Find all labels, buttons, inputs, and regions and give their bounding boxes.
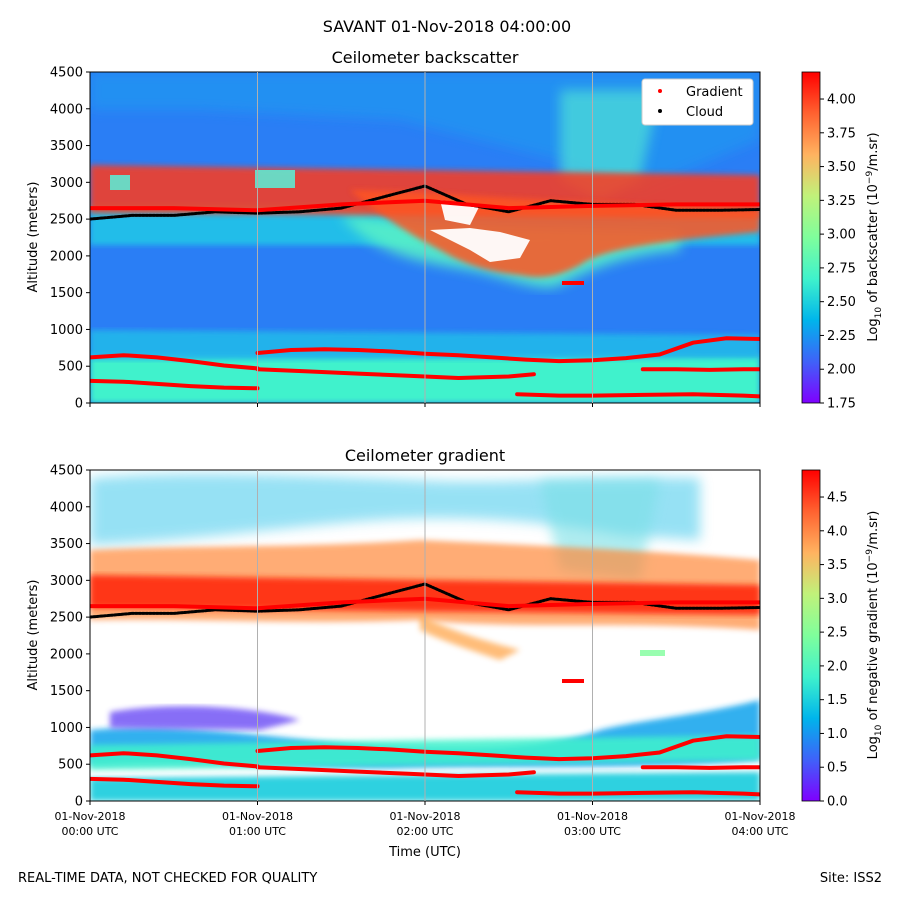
layer-line-gradient-450-m-right-layer xyxy=(640,765,760,770)
y-tick-label: 2000 xyxy=(50,647,83,662)
y-tick-label: 3000 xyxy=(50,574,83,589)
colorbar-tick-label: 1.0 xyxy=(827,727,848,742)
x-tick-date: 01-Nov-2018 xyxy=(724,810,795,823)
colorbar-tick-label: 1.5 xyxy=(827,693,848,708)
layer-line-gradient-700-m-layer xyxy=(255,336,760,364)
backscatter-colorbar: 1.75 2.00 2.25 2.50 2.75 3.00 3.25 3.50 3.75 4.00… xyxy=(801,71,884,412)
backscatter-colorbar-ticks: 1.75 2.00 2.25 2.50 2.75 3.00 3.25 3.50 3.75 4.00 xyxy=(820,93,856,412)
quality-disclaimer: REAL-TIME DATA, NOT CHECKED FOR QUALITY xyxy=(18,871,317,886)
y-tick-label: 4000 xyxy=(50,500,83,515)
legend-cloud-label: Cloud xyxy=(686,105,723,120)
y-tick-label: 1000 xyxy=(50,721,83,736)
gradient-panel: Ceilometer gradient 0 500 1000 1500 2000 2500… xyxy=(26,446,884,860)
layer-line-gradient-450-m-right-layer xyxy=(640,367,760,372)
y-tick-label: 4500 xyxy=(50,464,83,479)
backscatter-panel: Ceilometer backscatter 0 500 1000 1500 2000 2… xyxy=(26,48,884,412)
gradient-layer-lines xyxy=(90,582,760,797)
colorbar-tick-label: 3.0 xyxy=(827,592,848,607)
gradient-colorbar-ticks: 0.0 0.5 1.0 1.5 2.0 2.5 3.0 3.5 4.0 4.5 xyxy=(820,491,848,810)
x-tick-time: 01:00 UTC xyxy=(229,825,286,838)
gradient-y-ticks: 0 500 1000 1500 2000 2500 3000 3500 4000 4500 xyxy=(50,464,90,810)
gradient-x-label: Time (UTC) xyxy=(388,845,461,860)
backscatter-layer-lines xyxy=(90,184,760,399)
colorbar-tick-label: 2.75 xyxy=(827,261,856,276)
y-tick-label: 0 xyxy=(75,795,83,810)
legend: Gradient Cloud xyxy=(641,78,754,126)
x-tick-date: 01-Nov-2018 xyxy=(389,810,460,823)
gradient-colorbar-label: Log10 of negative gradient (10−9/m.sr) xyxy=(865,511,884,760)
gradient-colorbar: 0.0 0.5 1.0 1.5 2.0 2.5 3.0 3.5 4.0 4.5 Log10 of … xyxy=(801,469,884,810)
colorbar-tick-label: 2.00 xyxy=(827,363,856,378)
colorbar-tick-label: 4.00 xyxy=(827,93,856,108)
gradient-y-label: Altitude (meters) xyxy=(26,580,41,691)
legend-box xyxy=(641,78,754,126)
y-tick-label: 3000 xyxy=(50,176,83,191)
backscatter-gridlines xyxy=(257,72,593,403)
y-tick-label: 2500 xyxy=(50,213,83,228)
y-tick-label: 500 xyxy=(58,758,83,773)
layer-line-gradient-600-m-layer xyxy=(90,751,260,769)
backscatter-colorbar-label: Log10 of backscatter (10−9/m.sr) xyxy=(865,132,884,341)
colorbar-tick-label: 1.75 xyxy=(827,397,856,412)
colorbar-tick-label: 0.5 xyxy=(827,761,848,776)
colorbar-tick-label: 4.0 xyxy=(827,524,848,539)
x-tick-time: 00:00 UTC xyxy=(61,825,118,838)
colorbar-tick-label: 3.75 xyxy=(827,126,856,141)
legend-gradient-label: Gradient xyxy=(686,85,743,100)
backscatter-colorbar-scale xyxy=(801,71,821,404)
y-tick-label: 1000 xyxy=(50,323,83,338)
legend-cloud-marker xyxy=(658,109,662,113)
x-tick-time: 04:00 UTC xyxy=(731,825,788,838)
colorbar-tick-label: 3.25 xyxy=(827,194,856,209)
colorbar-tick-label: 2.50 xyxy=(827,295,856,310)
y-tick-label: 2000 xyxy=(50,249,83,264)
x-tick-date: 01-Nov-2018 xyxy=(54,810,125,823)
y-tick-label: 3500 xyxy=(50,537,83,552)
y-tick-label: 3500 xyxy=(50,139,83,154)
layer-line-gradient-100-m-layer xyxy=(515,790,760,797)
layer-line-gradient-300-m-layer xyxy=(90,378,260,391)
site-label: Site: ISS2 xyxy=(820,871,882,886)
layer-line-gradient-450-m-layer xyxy=(255,765,536,779)
backscatter-x-tickmarks xyxy=(89,403,761,407)
gradient-colorbar-scale xyxy=(801,469,821,802)
y-tick-label: 0 xyxy=(75,397,83,412)
layer-line-gradient-600-m-layer xyxy=(90,353,260,371)
y-tick-label: 500 xyxy=(58,360,83,375)
colorbar-tick-label: 2.5 xyxy=(827,626,848,641)
y-tick-label: 1500 xyxy=(50,286,83,301)
backscatter-title: Ceilometer backscatter xyxy=(332,48,519,67)
colorbar-tick-label: 4.5 xyxy=(827,491,848,506)
colorbar-tick-label: 3.00 xyxy=(827,228,856,243)
x-tick-date: 01-Nov-2018 xyxy=(557,810,628,823)
backscatter-y-label: Altitude (meters) xyxy=(26,182,41,293)
colorbar-tick-label: 0.0 xyxy=(827,795,848,810)
colorbar-tick-label: 2.25 xyxy=(827,329,856,344)
colorbar-tick-label: 3.5 xyxy=(827,558,848,573)
y-tick-label: 4000 xyxy=(50,102,83,117)
colorbar-tick-label: 2.0 xyxy=(827,659,848,674)
backscatter-y-ticks: 0 500 1000 1500 2000 2500 3000 3500 4000 4500 xyxy=(50,66,90,412)
x-tick-time: 03:00 UTC xyxy=(564,825,621,838)
y-tick-label: 1500 xyxy=(50,684,83,699)
layer-line-gradient-100-m-layer xyxy=(515,392,760,399)
gradient-title: Ceilometer gradient xyxy=(345,446,505,465)
x-tick-date: 01-Nov-2018 xyxy=(222,810,293,823)
legend-gradient-marker xyxy=(658,89,662,93)
x-tick-time: 02:00 UTC xyxy=(396,825,453,838)
figure-title: SAVANT 01-Nov-2018 04:00:00 xyxy=(323,17,571,36)
colorbar-tick-label: 3.50 xyxy=(827,160,856,175)
gradient-gridlines xyxy=(257,470,593,801)
y-tick-label: 4500 xyxy=(50,66,83,81)
y-tick-label: 2500 xyxy=(50,611,83,626)
layer-line-gradient-450-m-layer xyxy=(255,367,536,381)
gradient-x-ticks: 01-Nov-2018 00:00 UTC 01-Nov-2018 01:00 UTC… xyxy=(54,801,796,838)
layer-line-gradient-300-m-layer xyxy=(90,776,260,789)
layer-line-gradient-700-m-layer xyxy=(255,734,760,762)
